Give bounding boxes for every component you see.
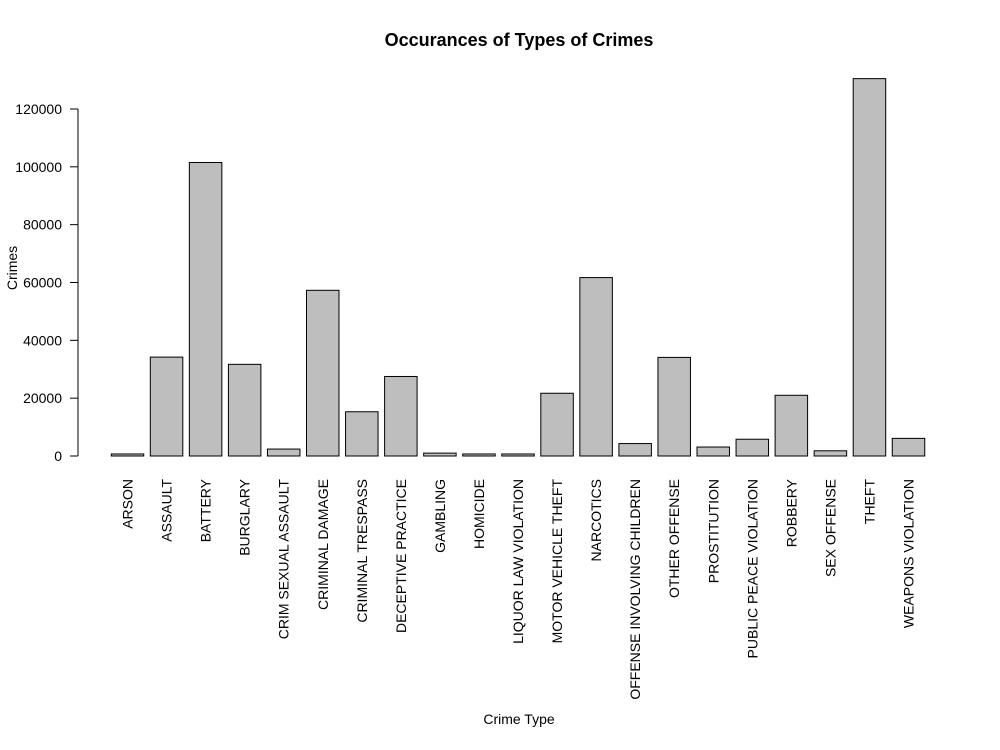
bars-group (110, 78, 926, 457)
bar-liquor-law-violation (501, 453, 535, 457)
x-tick-label: CRIM SEXUAL ASSAULT (276, 479, 292, 640)
y-tick-label: 40000 (23, 332, 62, 348)
x-tick-label: GAMBLING (432, 479, 448, 553)
x-tick-label: SEX OFFENSE (822, 479, 838, 577)
bar-arson (110, 453, 145, 457)
bar-crim-sexual-assault (266, 448, 301, 457)
y-axis: 0 20000 40000 60000 80000 100000 120000 (15, 101, 79, 464)
y-tick-label: 0 (54, 448, 62, 464)
y-tick-label: 100000 (15, 159, 62, 175)
x-tick-label: DECEPTIVE PRACTICE (393, 479, 409, 633)
x-tick-labels: ARSON ASSAULT BATTERY BURGLARY CRIM SEXUAL A… (120, 478, 917, 699)
y-tick-label: 80000 (23, 217, 62, 233)
x-tick-label: LIQUOR LAW VIOLATION (510, 479, 526, 644)
x-tick-label: ASSAULT (159, 479, 175, 542)
bar-sex-offense (813, 450, 848, 457)
x-tick-label: PUBLIC PEACE VIOLATION (744, 479, 760, 658)
bar-motor-vehicle-theft (540, 392, 574, 457)
x-tick-label: WEAPONS VIOLATION (901, 479, 917, 628)
y-tick-label: 120000 (15, 101, 62, 117)
bar-theft (852, 78, 887, 457)
bar-other-offense (657, 356, 691, 457)
x-tick-label: THEFT (861, 479, 877, 525)
x-tick-label: MOTOR VEHICLE THEFT (549, 479, 565, 644)
bar-weapons-violation (891, 437, 926, 457)
x-tick-label: ROBBERY (783, 478, 799, 547)
bar-assault (149, 356, 184, 457)
bar-gambling (423, 452, 457, 457)
chart-title: Occurances of Types of Crimes (385, 30, 654, 50)
y-tick-label: 20000 (23, 390, 62, 406)
x-tick-label: HOMICIDE (471, 479, 487, 549)
x-tick-label: ARSON (120, 479, 136, 529)
x-tick-label: PROSTITUTION (705, 479, 721, 583)
bar-homicide (462, 453, 496, 457)
x-tick-label: CRIMINAL DAMAGE (315, 479, 331, 610)
x-tick-label: BATTERY (198, 478, 214, 542)
bar-criminal-trespass (345, 411, 379, 457)
y-axis-label: Crimes (4, 246, 20, 290)
x-tick-label: BURGLARY (237, 478, 253, 555)
bar-deceptive-practice (384, 375, 418, 457)
x-tick-label: CRIMINAL TRESPASS (354, 479, 370, 623)
bar-battery (188, 161, 223, 457)
x-tick-label: OFFENSE INVOLVING CHILDREN (627, 479, 643, 700)
bar-burglary (227, 363, 262, 457)
bar-prostitution (696, 446, 730, 457)
bar-criminal-damage (306, 289, 340, 457)
x-tick-label: OTHER OFFENSE (666, 479, 682, 598)
bar-public-peace-violation (735, 438, 770, 457)
y-tick-label: 60000 (23, 274, 62, 290)
bar-robbery (774, 394, 809, 457)
x-tick-label: NARCOTICS (588, 479, 604, 561)
bar-offense-involving-children (618, 443, 652, 457)
x-axis-label: Crime Type (483, 711, 555, 727)
bar-narcotics (579, 277, 613, 457)
